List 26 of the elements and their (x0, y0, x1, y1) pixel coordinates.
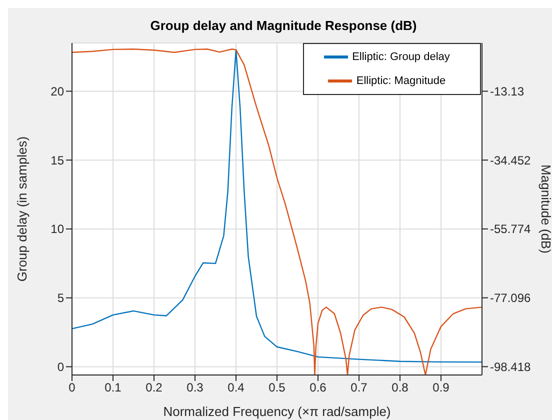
x-tick-label: 0 (68, 380, 76, 395)
y-tick-label: 10 (50, 222, 64, 236)
y2-tick-label: -98.418 (490, 360, 532, 374)
x-axis-title: Normalized Frequency (×π rad/sample) (163, 404, 391, 419)
y2-tick-label: -77.096 (490, 291, 532, 306)
y-tick-label: 5 (57, 291, 64, 306)
x-tick-label: 0.1 (104, 380, 122, 395)
x-tick-label: 0.4 (228, 380, 245, 395)
y2-tick-label: -13.13 (490, 84, 524, 98)
x-tick-label: 0.6 (310, 380, 327, 395)
y-axis-title: Group delay (in samples) (14, 136, 30, 282)
chart-title: Group delay and Magnitude Response (dB) (149, 18, 418, 33)
y2-tick-label: -34.452 (490, 153, 532, 168)
y-tick-label: 15 (50, 153, 64, 168)
x-tick-label: 0.5 (268, 380, 286, 395)
x-tick-label: 0.9 (432, 380, 450, 395)
x-tick-label: 0.7 (350, 380, 368, 395)
x-tick-label: 0.2 (146, 380, 163, 395)
legend-label: Elliptic: Group delay (352, 50, 450, 63)
x-tick-label: 0.8 (392, 380, 409, 395)
x-tick-label: 0.3 (186, 380, 204, 395)
legend-label: Elliptic: Magnitude (356, 74, 446, 87)
y2-tick-label: -55.774 (490, 222, 532, 236)
y-tick-label: 0 (57, 360, 64, 374)
y2-axis-title: Magnitude (dB) (538, 164, 554, 254)
y-tick-label: 20 (50, 84, 64, 98)
